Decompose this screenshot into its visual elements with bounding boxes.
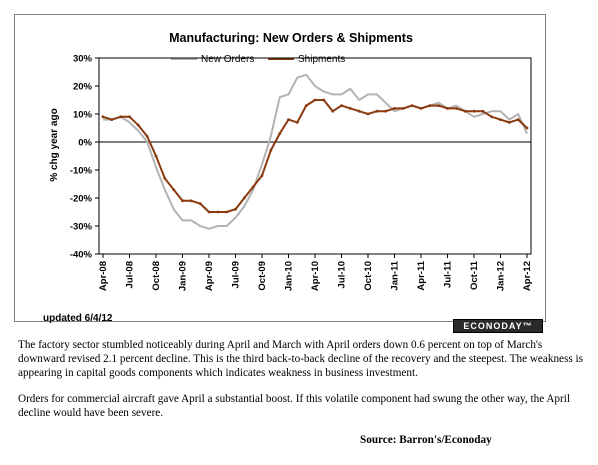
x-tick-label: Apr-09: [204, 261, 215, 291]
shipments-point: [234, 207, 237, 211]
y-tick-label: 20%: [73, 82, 93, 93]
shipments-point: [198, 202, 202, 206]
shipments-point: [251, 185, 255, 189]
shipments-point: [313, 98, 317, 102]
shipments-point: [490, 115, 494, 119]
shipments-point: [154, 154, 158, 158]
x-tick-label: Jul-09: [231, 261, 242, 288]
legend: New Orders Shipments: [171, 54, 345, 65]
y-tick-label: -10%: [70, 166, 93, 177]
chart: Manufacturing: New Orders & Shipments Ne…: [49, 31, 533, 292]
x-tick-label: Oct-09: [257, 261, 268, 291]
shipments-point: [189, 199, 193, 203]
econoday-logo: ECONODAY™: [453, 319, 543, 333]
shipments-point: [136, 123, 140, 127]
shipments-point: [110, 118, 114, 121]
y-tick-label: -20%: [70, 194, 93, 205]
y-tick-label: 0%: [78, 138, 92, 149]
shipments-point: [454, 107, 458, 110]
shipments-point: [366, 112, 370, 116]
shipments-point: [260, 174, 264, 178]
shipments-point: [101, 115, 105, 119]
shipments-point: [242, 196, 246, 200]
shipments-point: [295, 121, 299, 124]
shipments-point: [507, 121, 511, 124]
chart-frame: Manufacturing: New Orders & Shipments Ne…: [14, 14, 546, 333]
shipments-point: [437, 104, 441, 107]
shipments-point: [516, 118, 520, 121]
y-tick-label: -30%: [70, 222, 93, 233]
shipments-point: [207, 210, 211, 214]
x-tick-label: Apr-11: [416, 260, 427, 290]
shipments-point: [446, 107, 449, 110]
x-tick-label: Jul-10: [337, 261, 348, 288]
shipments-point: [340, 104, 343, 107]
shipments-point: [481, 109, 485, 113]
shipments-point: [278, 132, 282, 135]
updated-date: updated 6/4/12: [43, 313, 113, 324]
shipments-point: [145, 135, 149, 138]
shipments-point: [375, 109, 379, 113]
shipments-point: [128, 115, 131, 119]
shipments-point: [172, 188, 176, 192]
shipments-point: [287, 118, 290, 121]
x-tick-label: Apr-12: [522, 261, 533, 291]
chart-title: Manufacturing: New Orders & Shipments: [169, 31, 413, 45]
x-tick-label: Oct-08: [151, 261, 162, 291]
plot-area: [98, 57, 532, 255]
shipments-point: [384, 109, 388, 113]
shipments-point: [499, 118, 502, 121]
x-tick-label: Oct-10: [363, 261, 374, 291]
legend-label: New Orders: [201, 54, 254, 65]
y-tick-label: 10%: [73, 110, 93, 121]
x-tick-label: Jul-08: [125, 261, 136, 288]
x-tick-label: Jan-09: [178, 261, 189, 291]
shipments-point: [410, 104, 414, 107]
x-tick-label: Apr-10: [310, 261, 321, 291]
commentary-paragraph-2: Orders for commercial aircraft gave Apri…: [18, 393, 570, 419]
shipments-point: [163, 177, 167, 180]
shipments-point: [119, 115, 123, 119]
y-axis-label: % chg year ago: [49, 108, 60, 181]
x-tick-label: Jan-12: [496, 261, 507, 291]
shipments-point: [419, 107, 423, 110]
shipments-point: [269, 149, 273, 152]
shipments-point: [472, 109, 476, 113]
shipments-point: [463, 109, 467, 113]
shipments-point: [348, 107, 352, 110]
shipments-point: [322, 98, 326, 102]
y-tick-label: -40%: [70, 250, 93, 261]
shipments-point: [216, 210, 220, 214]
y-tick-label: 30%: [73, 54, 93, 65]
x-tick-label: Jan-11: [390, 260, 401, 290]
series-layer: [101, 73, 529, 230]
shipments-point: [181, 199, 184, 203]
axes: 30% 20% 10% 0% -10% -20% -30% -40% Apr-08 Jul-08 O…: [70, 54, 533, 292]
shipments-point: [393, 107, 396, 110]
series-line-new-orders: [103, 73, 528, 230]
x-tick-label: Oct-11: [469, 260, 480, 290]
shipments-point: [357, 109, 361, 113]
shipments-point: [331, 109, 335, 113]
shipments-point: [304, 104, 308, 107]
source-credit: Source: Barron's/Econoday: [360, 434, 492, 446]
x-tick-label: Apr-08: [98, 261, 109, 291]
shipments-point: [428, 104, 432, 107]
shipments-point: [401, 107, 405, 110]
commentary-paragraph-1: The factory sector stumbled noticeably d…: [18, 339, 583, 379]
x-tick-label: Jul-11: [443, 260, 454, 288]
shipments-point: [525, 126, 529, 130]
legend-label: Shipments: [298, 54, 345, 65]
x-tick-label: Jan-10: [284, 261, 295, 291]
shipments-point: [225, 210, 229, 214]
